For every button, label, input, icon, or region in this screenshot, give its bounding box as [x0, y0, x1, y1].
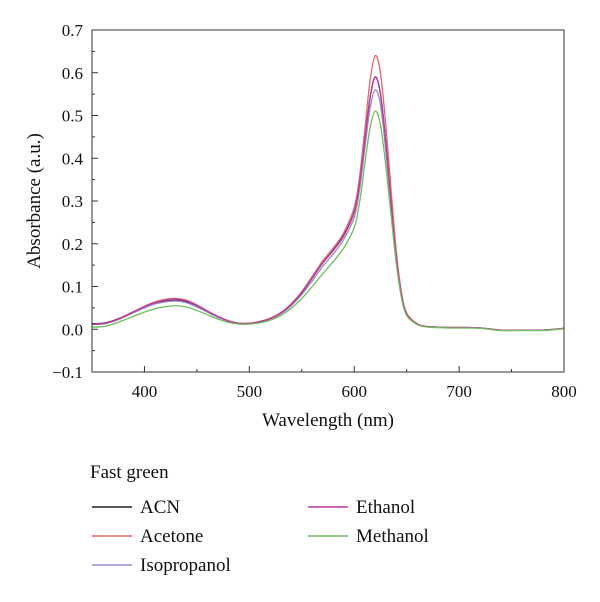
- y-axis-label: Absorbance (a.u.): [24, 133, 45, 269]
- y-tick-label: 0.5: [62, 107, 83, 126]
- y-tick-label: 0.4: [62, 149, 84, 168]
- y-tick-label: 0.6: [62, 64, 83, 83]
- series-line-methanol: [91, 110, 565, 332]
- series-line-acetone: [91, 54, 565, 331]
- legend-item-ethanol: Ethanol: [308, 497, 415, 518]
- legend-label: Acetone: [140, 526, 203, 547]
- y-tick-label: 0.0: [62, 320, 83, 339]
- legend-item-methanol: Methanol: [308, 526, 429, 547]
- series-line-ethanol: [91, 76, 565, 331]
- x-tick-label: 400: [132, 382, 158, 401]
- y-tick-label: 0.3: [62, 192, 83, 211]
- x-tick-label: 500: [237, 382, 263, 401]
- legend-item-isopropanol: Isopropanol: [92, 555, 231, 576]
- plot-frame: [91, 29, 565, 373]
- legend-item-acetone: Acetone: [92, 526, 203, 547]
- y-tick-label: −0.1: [52, 363, 83, 382]
- legend: ACN Acetone Isopropanol Ethanol Methanol: [92, 497, 429, 576]
- x-tick-label: 800: [551, 382, 577, 401]
- legend-title: Fast green: [90, 462, 169, 483]
- legend-label: Methanol: [356, 526, 429, 547]
- legend-label: Isopropanol: [140, 555, 231, 576]
- legend-item-acn: ACN: [92, 497, 180, 518]
- legend-label: Ethanol: [356, 497, 415, 518]
- legend-label: ACN: [140, 497, 180, 518]
- series-lines: [91, 54, 565, 332]
- x-tick-label: 600: [341, 382, 367, 401]
- series-line-isopropanol: [91, 89, 565, 331]
- x-axis-label: Wavelength (nm): [262, 410, 394, 431]
- series-line-acn: [91, 76, 565, 331]
- x-tick-label: 700: [446, 382, 472, 401]
- y-tick-label: 0.7: [62, 21, 84, 40]
- axis-ticks: 400 500 600 700 800 −0.1 0.0 0.1 0.2 0.3 0.4 0.5 0.6…: [52, 21, 577, 401]
- y-tick-label: 0.1: [62, 278, 83, 297]
- y-tick-label: 0.2: [62, 235, 83, 254]
